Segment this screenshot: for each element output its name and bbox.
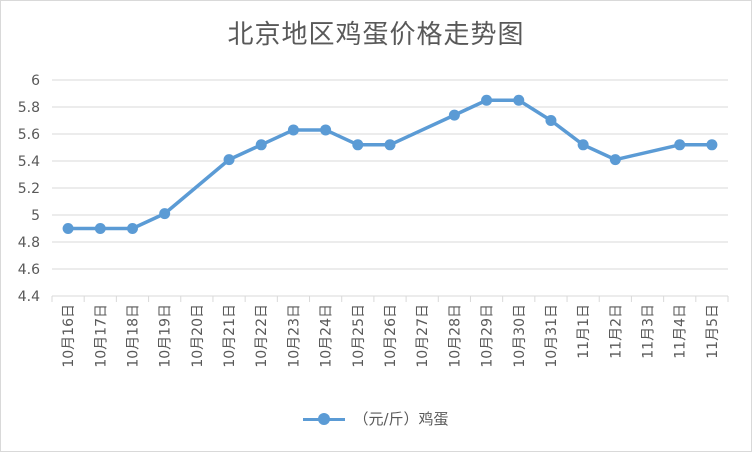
x-tick-label: 11月4日 xyxy=(673,304,689,359)
data-point xyxy=(320,124,332,136)
x-tick-label: 10月30日 xyxy=(512,304,528,368)
data-point xyxy=(159,208,171,220)
data-point xyxy=(481,94,493,106)
y-tick-label: 5.2 xyxy=(18,181,40,197)
x-axis xyxy=(51,295,729,302)
series-line xyxy=(66,98,714,231)
y-tick-label: 4.8 xyxy=(18,235,40,251)
x-tick-label: 10月25日 xyxy=(351,304,367,368)
x-tick-label: 10月31日 xyxy=(544,304,560,368)
y-tick-label: 5 xyxy=(31,208,40,224)
x-tick-label: 11月5日 xyxy=(705,304,721,359)
series-layer xyxy=(62,94,718,234)
y-tick-label: 4.6 xyxy=(18,262,40,278)
data-point xyxy=(545,115,557,126)
y-tick-label: 5.6 xyxy=(18,127,40,143)
x-tick-label: 11月3日 xyxy=(641,304,657,359)
data-point xyxy=(609,154,621,166)
y-axis-tick-labels: 4.4 4.6 4.8 5 5.2 5.4 5.6 5.8 6 xyxy=(18,73,40,305)
data-point xyxy=(94,223,106,234)
x-tick-label: 10月16日 xyxy=(61,304,77,368)
x-tick-label: 10月22日 xyxy=(254,304,270,368)
legend: （元/斤）鸡蛋 xyxy=(0,408,752,429)
data-point xyxy=(62,223,74,234)
data-point xyxy=(513,94,525,106)
x-axis-tick-labels: 10月16日 10月17日 10月18日 10月19日 10月20日 10月21日 10月2… xyxy=(61,304,721,368)
y-tick-label: 4.4 xyxy=(18,289,40,305)
x-tick-label: 10月26日 xyxy=(383,304,399,368)
legend-label: （元/斤）鸡蛋 xyxy=(353,410,449,428)
data-point xyxy=(255,139,267,151)
x-tick-label: 10月17日 xyxy=(93,304,109,368)
grid-lines xyxy=(52,79,728,297)
data-point xyxy=(448,109,460,121)
data-point xyxy=(577,139,589,151)
y-tick-label: 6 xyxy=(31,73,40,89)
legend-marker xyxy=(318,412,331,425)
data-point xyxy=(287,124,299,136)
data-point xyxy=(384,139,396,151)
x-tick-label: 10月28日 xyxy=(447,304,463,368)
x-tick-label: 10月23日 xyxy=(286,304,302,368)
x-tick-label: 10月20日 xyxy=(190,304,206,368)
x-tick-label: 10月29日 xyxy=(480,304,496,368)
data-point xyxy=(674,139,686,151)
chart-title: 北京地区鸡蛋价格走势图 xyxy=(227,20,525,50)
y-tick-label: 5.4 xyxy=(18,154,40,170)
x-tick-label: 11月2日 xyxy=(608,304,624,359)
data-point xyxy=(352,139,364,151)
data-point xyxy=(706,139,718,151)
data-point xyxy=(223,154,235,166)
x-tick-label: 10月19日 xyxy=(158,304,174,368)
legend-swatch xyxy=(303,412,346,426)
x-tick-label: 10月21日 xyxy=(222,304,238,368)
x-tick-label: 11月1日 xyxy=(576,304,592,359)
x-tick-label: 10月18日 xyxy=(125,304,141,368)
x-tick-label: 10月27日 xyxy=(415,304,431,368)
data-point xyxy=(126,223,138,234)
y-tick-label: 5.8 xyxy=(18,100,40,116)
x-tick-label: 10月24日 xyxy=(319,304,335,368)
